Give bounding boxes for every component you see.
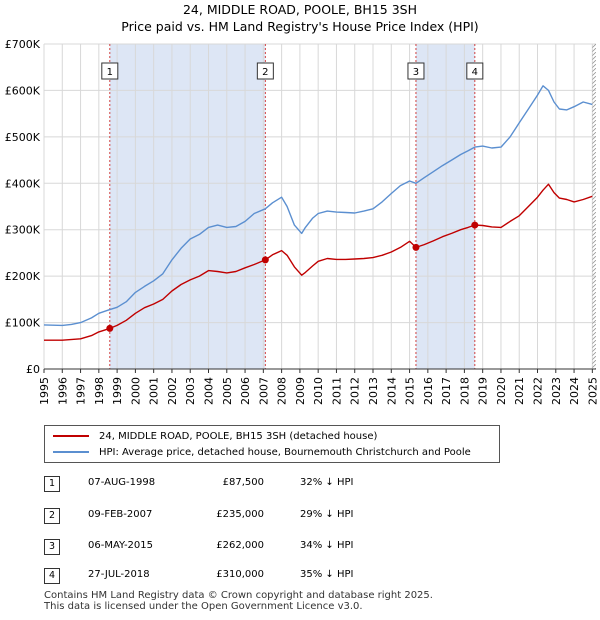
y-tick-label: £400K	[5, 177, 41, 190]
transaction-label-box	[101, 62, 119, 80]
transaction-number: 2	[44, 508, 60, 524]
legend: 24, MIDDLE ROAD, POOLE, BH15 3SH (detach…	[44, 425, 500, 463]
transaction-hpi: 32% ↓ HPI	[300, 477, 354, 488]
footer: Contains HM Land Registry data © Crown c…	[44, 590, 433, 612]
x-tick-label: 2011	[330, 377, 343, 405]
transaction-hpi: 35% ↓ HPI	[300, 569, 354, 580]
x-tick-label: 2006	[239, 377, 252, 405]
x-tick-label: 2025	[586, 377, 599, 405]
property-price-line	[44, 183, 593, 341]
transaction-number: 4	[44, 568, 60, 584]
transaction-price: £235,000	[216, 509, 264, 520]
footer-license: This data is licensed under the Open Gov…	[44, 601, 363, 612]
x-tick-label: 2010	[312, 377, 325, 405]
transaction-label-box	[256, 62, 274, 80]
x-tick-label: 2001	[148, 377, 161, 405]
transaction-label-box	[407, 62, 425, 80]
hatched-region	[592, 44, 596, 369]
x-tick-label: 2022	[532, 377, 545, 405]
x-tick-label: 2020	[495, 377, 508, 405]
x-tick-label: 2004	[203, 377, 216, 405]
x-tick-label: 1998	[93, 377, 106, 405]
y-tick-label: £200K	[5, 270, 41, 283]
legend-swatch-property	[53, 435, 89, 437]
x-tick-label: 2023	[550, 377, 563, 405]
y-tick-label: £300K	[5, 224, 41, 237]
transaction-date: 09-FEB-2007	[88, 509, 153, 520]
price-chart: 1 2 3 4 £0 £100K £200K £300K £400K £500K £600K £70…	[5, 38, 600, 405]
x-tick-label: 1999	[111, 377, 124, 405]
transaction-date: 07-AUG-1998	[88, 477, 156, 488]
x-tick-label: 2003	[184, 377, 197, 405]
x-tick-label: 1996	[56, 377, 69, 405]
x-tick-label: 2015	[404, 377, 417, 405]
x-tick-label: 2013	[367, 377, 380, 405]
y-tick-label: £500K	[5, 131, 41, 144]
legend-item-hpi: HPI: Average price, detached house, Bour…	[53, 445, 471, 459]
x-tick-label: 2008	[276, 377, 289, 405]
transaction-label: 2	[262, 67, 268, 78]
legend-label-property: 24, MIDDLE ROAD, POOLE, BH15 3SH (detach…	[99, 430, 378, 442]
x-tick-label: 2016	[422, 377, 435, 405]
transaction-price: £310,000	[216, 569, 264, 580]
x-tick-label: 1997	[75, 377, 88, 405]
transaction-point	[471, 221, 479, 229]
x-tick-label: 2017	[440, 377, 453, 405]
legend-swatch-hpi	[53, 451, 89, 453]
legend-label-hpi: HPI: Average price, detached house, Bour…	[99, 446, 471, 458]
x-tick-label: 2018	[458, 377, 471, 405]
x-tick-label: 2019	[477, 377, 490, 405]
transaction-point	[261, 256, 269, 264]
y-tick-label: £700K	[5, 38, 41, 51]
x-tick-label: 2014	[385, 377, 398, 405]
x-tick-label: 2005	[221, 377, 234, 405]
transaction-label: 1	[107, 67, 113, 78]
transaction-label: 4	[472, 67, 478, 78]
chart-subtitle: Price paid vs. HM Land Registry's House …	[121, 19, 479, 34]
transaction-price: £262,000	[216, 540, 264, 551]
transaction-hpi: 34% ↓ HPI	[300, 540, 354, 551]
x-tick-label: 2002	[166, 377, 179, 405]
x-tick-label: 2000	[129, 377, 142, 405]
x-tick-label: 2024	[568, 377, 581, 405]
x-tick-label: 2012	[349, 377, 362, 405]
hpi-line	[43, 85, 593, 327]
transaction-date: 06-MAY-2015	[88, 540, 154, 551]
transaction-date: 27-JUL-2018	[88, 569, 150, 580]
transaction-hpi: 29% ↓ HPI	[300, 509, 354, 520]
transaction-number: 3	[44, 539, 60, 555]
shaded-period	[415, 44, 475, 369]
transaction-label: 3	[413, 67, 419, 78]
transaction-point	[106, 324, 114, 332]
y-tick-label: £600K	[5, 84, 41, 97]
x-tick-label: 2021	[513, 377, 526, 405]
shaded-period	[109, 44, 266, 369]
x-tick-label: 2009	[294, 377, 307, 405]
legend-item-property: 24, MIDDLE ROAD, POOLE, BH15 3SH (detach…	[53, 429, 377, 443]
transaction-label-box	[466, 62, 484, 80]
transaction-number: 1	[44, 476, 60, 492]
y-tick-label: £0	[26, 363, 40, 376]
chart-title: 24, MIDDLE ROAD, POOLE, BH15 3SH	[182, 2, 417, 17]
footer-copyright: Contains HM Land Registry data © Crown c…	[44, 590, 433, 601]
transaction-price: £87,500	[222, 477, 264, 488]
transaction-point	[412, 243, 420, 251]
x-tick-label: 2007	[257, 377, 270, 405]
x-tick-label: 1995	[38, 377, 51, 405]
y-tick-label: £100K	[5, 317, 41, 330]
